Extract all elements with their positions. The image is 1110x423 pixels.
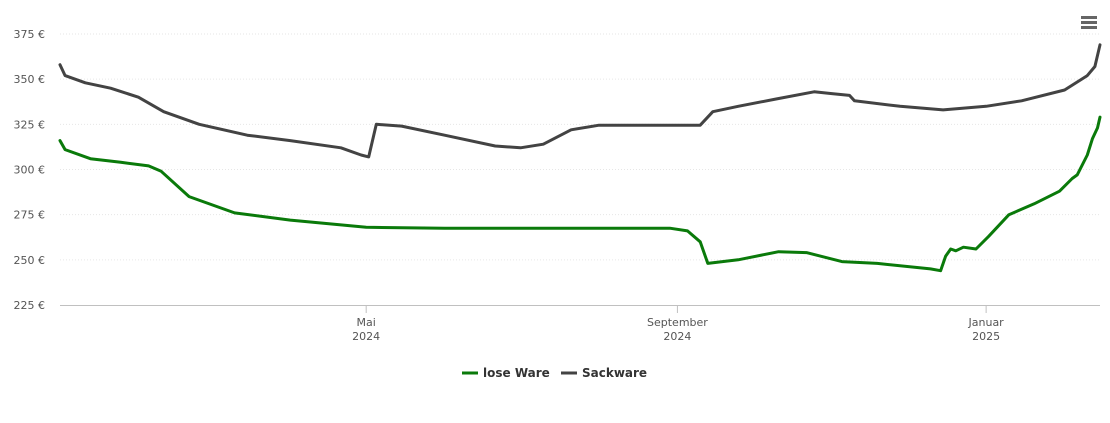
legend: lose Ware Sackware (462, 366, 647, 380)
legend-label-lose-ware: lose Ware (483, 366, 550, 380)
x-tick-month: September (647, 316, 708, 329)
y-tick-label: 250 € (14, 254, 46, 267)
y-tick-label: 375 € (14, 28, 46, 41)
y-axis-tick-labels: 225 € 250 € 275 € 300 € 325 € 350 € 375 € (14, 28, 46, 312)
hamburger-menu-icon[interactable] (1076, 10, 1100, 34)
y-tick-label: 325 € (14, 118, 46, 131)
x-tick-year: 2024 (663, 330, 691, 343)
x-tick-month: Januar (968, 316, 1005, 329)
legend-item-lose-ware[interactable]: lose Ware (462, 366, 550, 380)
x-tick-year: 2025 (972, 330, 1000, 343)
legend-item-sackware[interactable]: Sackware (561, 366, 647, 380)
y-tick-label: 350 € (14, 73, 46, 86)
y-tick-label: 225 € (14, 299, 46, 312)
y-tick-label: 300 € (14, 164, 46, 177)
grid-lines (60, 33, 1100, 261)
x-tick-month: Mai (357, 316, 376, 329)
series-line-sackware[interactable] (58, 43, 1102, 159)
legend-label-sackware: Sackware (582, 366, 647, 380)
x-tick-year: 2024 (352, 330, 380, 343)
y-tick-label: 275 € (14, 209, 46, 222)
series-lines (58, 43, 1102, 273)
series-line-lose-ware[interactable] (58, 115, 1102, 273)
